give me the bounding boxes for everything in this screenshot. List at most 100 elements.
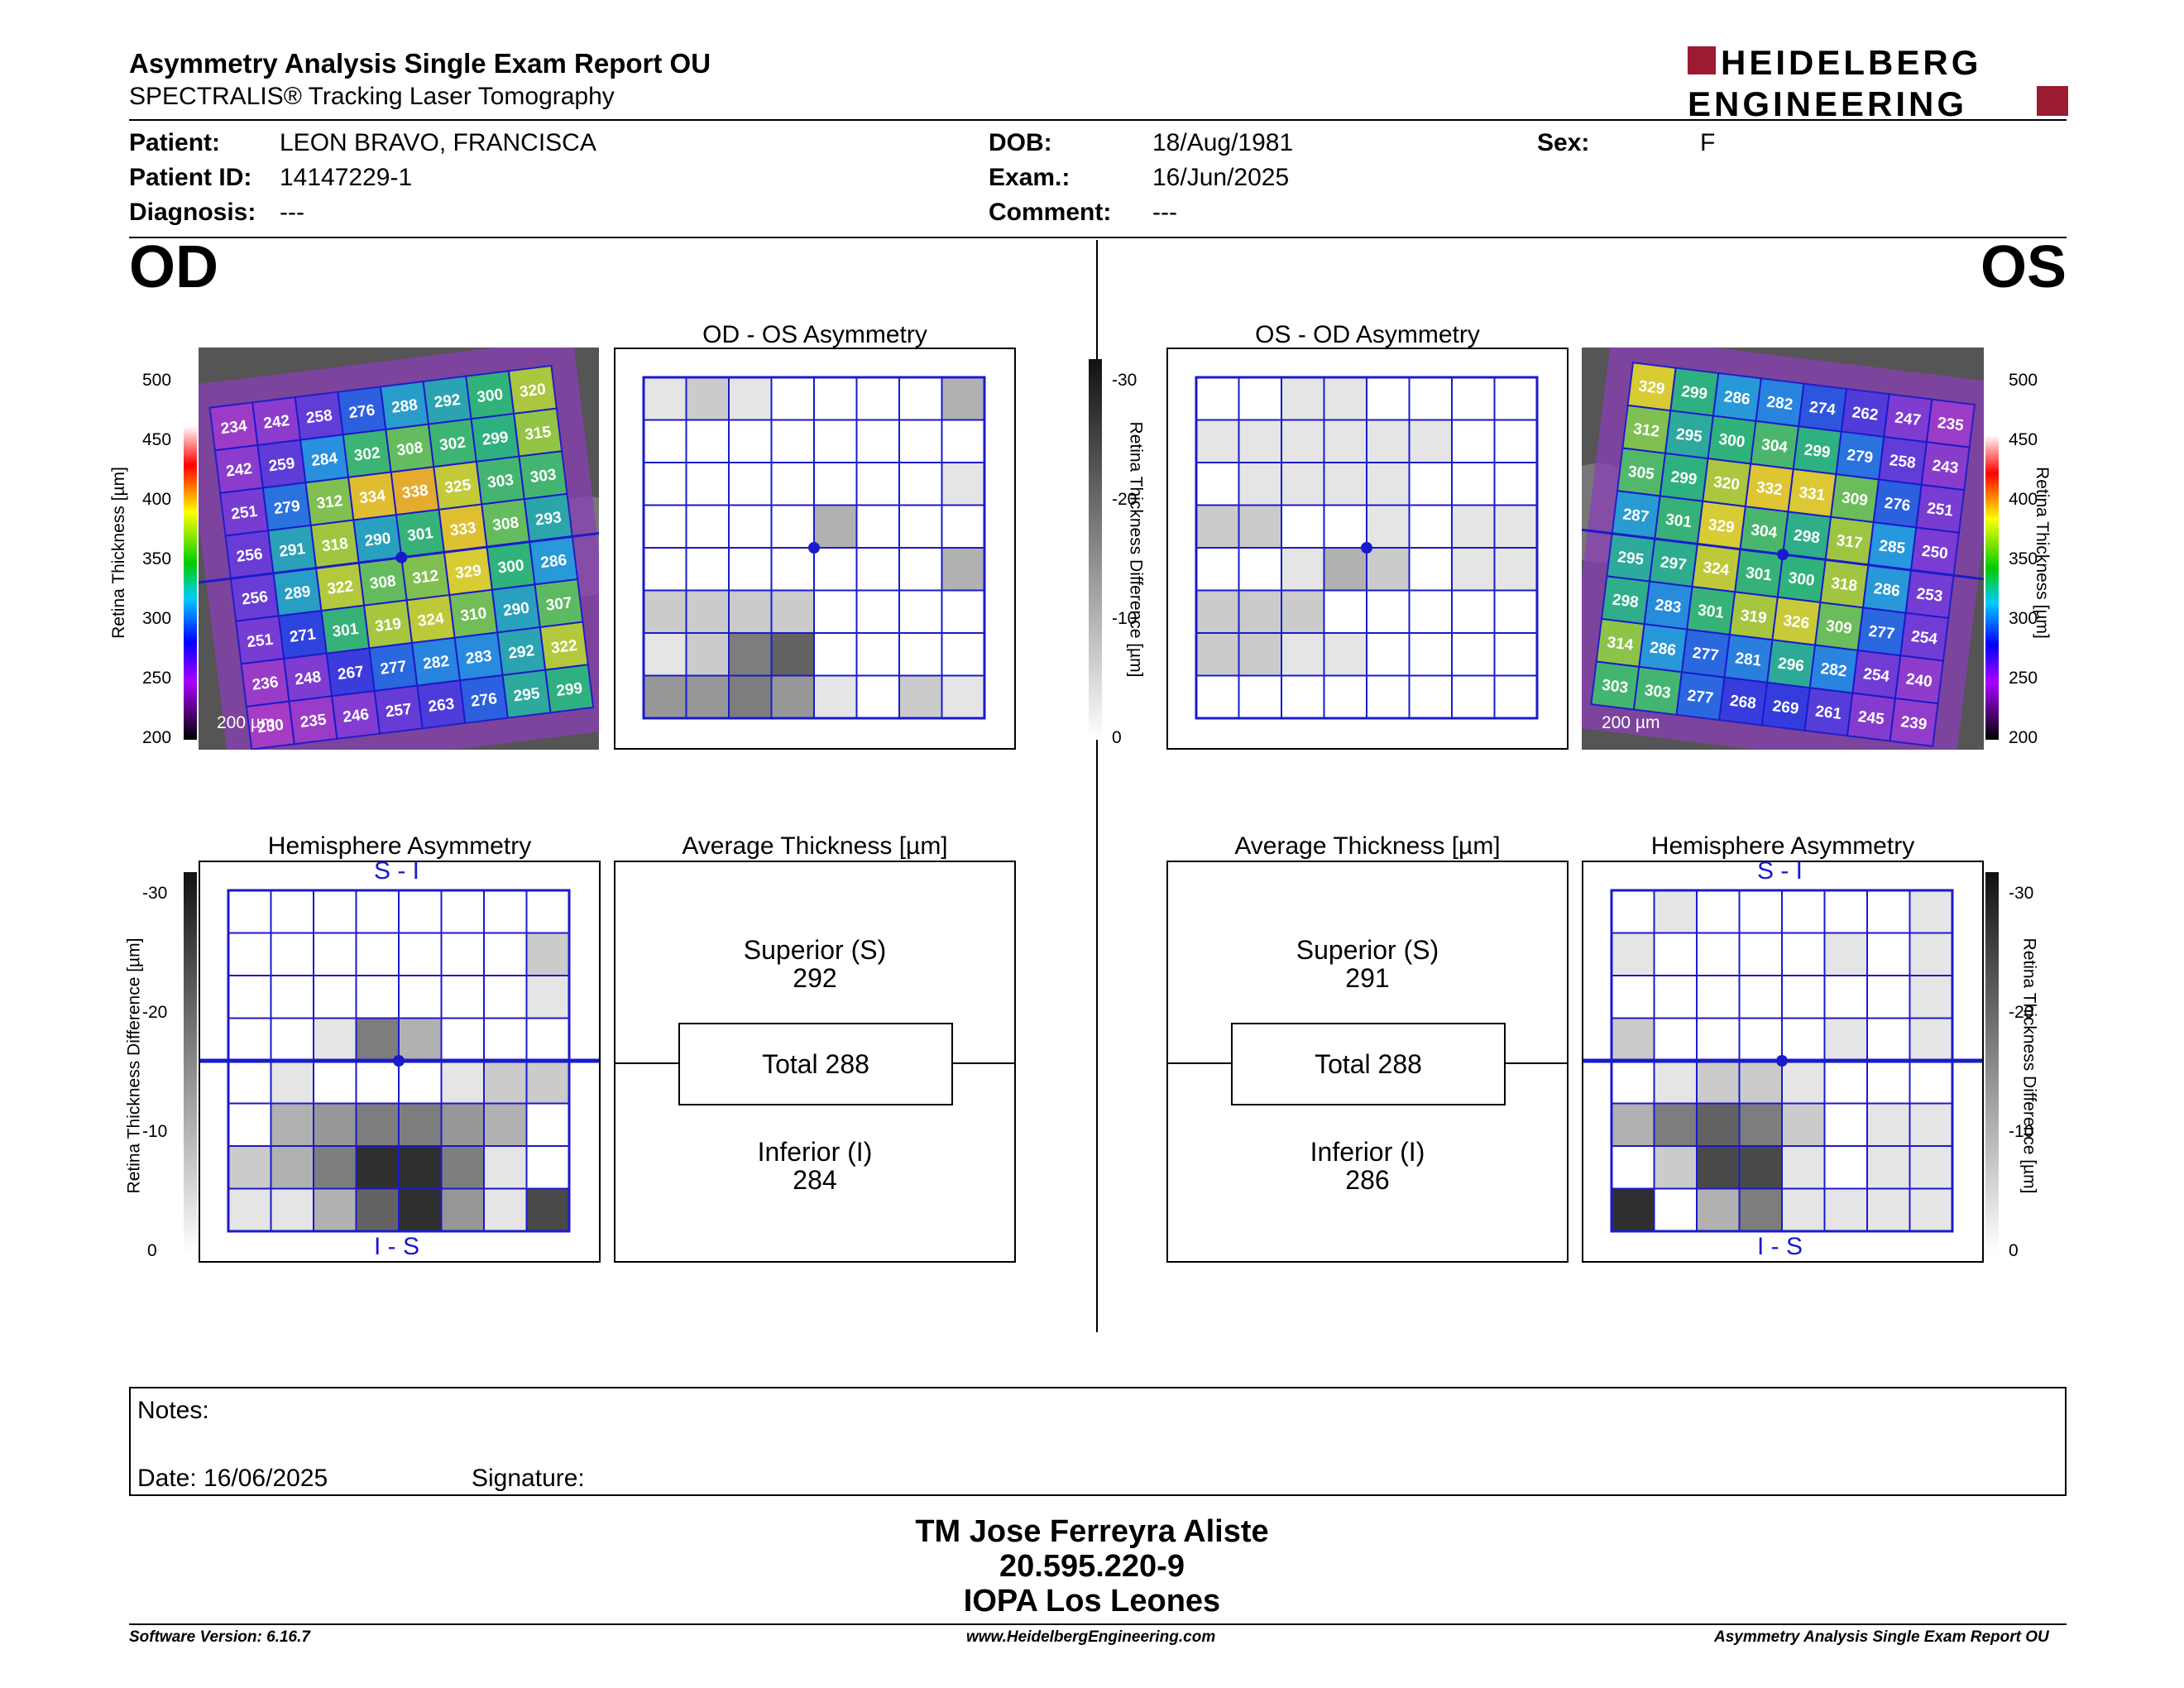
grid-cell — [1611, 932, 1655, 976]
grid-cell — [1451, 376, 1496, 421]
thickness-value: 318 — [1830, 575, 1858, 596]
grid-cell — [1823, 1102, 1868, 1147]
grid-cell — [1866, 975, 1911, 1019]
patient-divider — [129, 237, 2067, 238]
thickness-value: 262 — [1851, 404, 1880, 424]
grid-cell — [685, 504, 730, 549]
thickness-value: 261 — [1814, 703, 1842, 723]
thickness-value: 253 — [1915, 585, 1943, 606]
grid-cell — [855, 589, 900, 634]
os-avg-panel: Superior (S) 291 Total 288 Inferior (I) … — [1166, 861, 1569, 1263]
grid-cell — [941, 504, 985, 549]
thickness-value: 314 — [1606, 634, 1634, 655]
heidelberg-logo: HEIDELBERG ENGINEERING — [1688, 45, 2068, 119]
grid-cell — [941, 674, 985, 719]
grid-cell — [1781, 890, 1826, 934]
dob-label: DOB: — [989, 129, 1052, 156]
os-hemi-bottom-label: I - S — [1757, 1233, 1803, 1260]
signer-id: 20.595.220-9 — [999, 1549, 1185, 1584]
thickness-value: 281 — [1734, 650, 1762, 670]
od-hemi-title: Hemisphere Asymmetry — [267, 832, 532, 860]
grid-cell — [941, 462, 985, 506]
grid-cell — [228, 1187, 272, 1232]
grid-cell — [1195, 462, 1240, 506]
grid-cell — [685, 547, 730, 592]
grid-cell — [1323, 462, 1367, 506]
os-asym-grid — [1195, 376, 1539, 720]
grid-cell — [855, 419, 900, 463]
thickness-value: 299 — [555, 679, 583, 700]
thickness-value: 277 — [1686, 687, 1714, 707]
thickness-value: 291 — [278, 540, 306, 561]
grid-cell — [1653, 1060, 1698, 1105]
thickness-value: 289 — [284, 583, 312, 604]
os-hemi-title: Hemisphere Asymmetry — [1650, 832, 1915, 860]
grid-cell — [728, 504, 773, 549]
grid-cell — [270, 975, 314, 1019]
os-hemi-axis-label: Retina Thickness Difference [µm] — [2019, 938, 2039, 1194]
grid-cell — [525, 1145, 570, 1190]
grid-cell — [770, 674, 815, 719]
grid-cell — [1653, 1017, 1698, 1062]
website-link[interactable]: www.HeidelbergEngineering.com — [966, 1628, 1216, 1646]
thickness-value: 258 — [1889, 452, 1917, 472]
grid-cell — [270, 1187, 314, 1232]
grid-cell — [1195, 674, 1240, 719]
grid-cell — [1909, 1145, 1953, 1190]
thickness-value: 317 — [1836, 532, 1864, 553]
grid-cell — [483, 1102, 528, 1147]
grid-cell — [813, 504, 858, 549]
grid-cell — [1611, 1017, 1655, 1062]
grid-cell — [898, 376, 943, 421]
od-asym-grid — [642, 376, 986, 720]
od-thickness-map: 234 242 258 276 288 292 300 320 242 259 284 302 308 3… — [199, 348, 599, 750]
grid-cell — [770, 504, 815, 549]
grid-cell — [1323, 547, 1367, 592]
thickness-value: 312 — [316, 492, 344, 513]
od-hemi-bottom-label: I - S — [374, 1233, 420, 1260]
grid-cell — [1238, 462, 1282, 506]
grid-cell — [525, 1187, 570, 1232]
diff-tick-20: -20 — [1112, 490, 1138, 509]
thickness-value: 283 — [1654, 597, 1682, 617]
os-thickness-tick-350: 350 — [2009, 549, 2038, 568]
thickness-value: 257 — [385, 701, 413, 722]
grid-cell — [643, 589, 687, 634]
thickness-value: 250 — [1921, 543, 1949, 563]
grid-cell — [313, 932, 357, 976]
notes-box[interactable]: Notes: Date: 16/06/2025 Signature: — [129, 1387, 2067, 1496]
thickness-value: 334 — [358, 487, 386, 508]
thickness-value: 322 — [326, 578, 354, 598]
grid-cell — [1738, 890, 1783, 934]
grid-cell — [1909, 890, 1953, 934]
grid-cell — [1696, 975, 1741, 1019]
grid-cell — [1611, 1102, 1655, 1147]
thickness-value: 277 — [1692, 645, 1720, 665]
grid-cell — [1696, 1145, 1741, 1190]
thickness-value: 329 — [454, 562, 482, 583]
grid-cell — [313, 1060, 357, 1105]
grid-cell — [228, 1145, 272, 1190]
od-thickness-colorbar — [184, 348, 197, 740]
thickness-value: 332 — [1755, 479, 1784, 500]
thickness-value: 302 — [353, 444, 381, 465]
od-hemi-axis-label: Retina Thickness Difference [µm] — [124, 938, 144, 1194]
grid-cell — [728, 462, 773, 506]
thickness-value: 297 — [1660, 554, 1688, 574]
thickness-value: 305 — [1627, 463, 1655, 484]
grid-cell — [685, 462, 730, 506]
thickness-value: 304 — [1760, 436, 1789, 457]
grid-cell — [770, 419, 815, 463]
grid-cell — [1281, 547, 1325, 592]
od-asym-panel — [614, 348, 1016, 750]
grid-cell — [270, 932, 314, 976]
grid-cell — [1823, 932, 1868, 976]
thickness-value: 251 — [1926, 500, 1954, 520]
thickness-value: 286 — [1723, 388, 1751, 409]
thickness-value: 309 — [1841, 489, 1869, 510]
report-name-footer: Asymmetry Analysis Single Exam Report OU — [1714, 1628, 2049, 1646]
grid-cell — [1366, 504, 1410, 549]
grid-cell — [1823, 1187, 1868, 1232]
grid-cell — [483, 1145, 528, 1190]
grid-cell — [855, 376, 900, 421]
